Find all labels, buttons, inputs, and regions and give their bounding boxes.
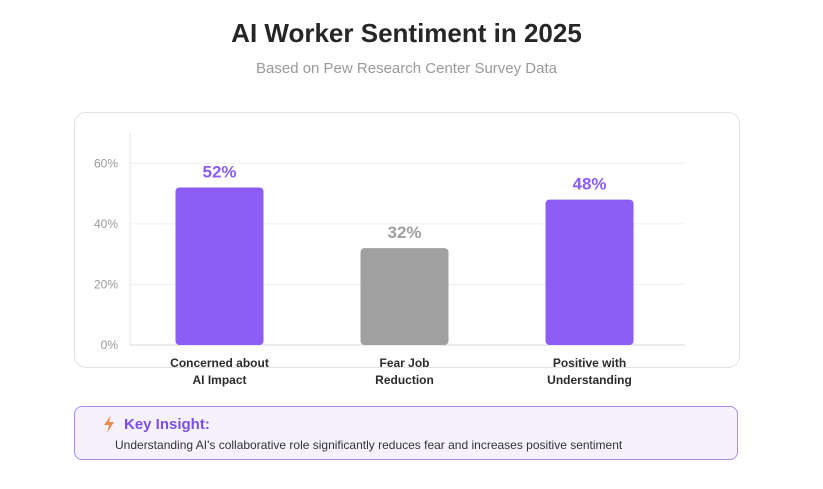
insight-title: Key Insight: <box>124 415 210 433</box>
label-layer: 0% 20% 40% 60% 52% Concerned about AI Impact 32… <box>94 156 632 387</box>
data-label: 52% <box>202 163 236 182</box>
lightning-icon <box>104 415 114 433</box>
data-label: 48% <box>572 175 606 194</box>
bar-chart: 0% 20% 40% 60% 52% Concerned about AI Impact 32… <box>94 133 685 387</box>
data-label: 32% <box>387 223 421 242</box>
y-tick-label: 20% <box>94 277 118 291</box>
y-tick-label: 60% <box>94 156 118 170</box>
chart-title: AI Worker Sentiment in 2025 <box>231 18 582 48</box>
x-category-label: AI Impact <box>192 373 246 387</box>
insight-text: Understanding AI's collaborative role si… <box>115 438 623 452</box>
y-tick-label: 0% <box>101 338 119 352</box>
bar <box>175 187 264 345</box>
x-category-label: Concerned about <box>170 356 269 370</box>
bar-layer <box>175 187 634 345</box>
x-category-label: Positive with <box>553 356 626 370</box>
y-tick-label: 40% <box>94 217 118 231</box>
chart-subtitle: Based on Pew Research Center Survey Data <box>256 60 557 77</box>
key-insight-box: Key Insight: Understanding AI's collabor… <box>74 406 738 460</box>
x-category-label: Fear Job <box>379 356 429 370</box>
x-category-label: Reduction <box>375 373 434 387</box>
bar <box>360 248 449 345</box>
x-category-label: Understanding <box>547 373 632 387</box>
bar <box>545 199 634 345</box>
